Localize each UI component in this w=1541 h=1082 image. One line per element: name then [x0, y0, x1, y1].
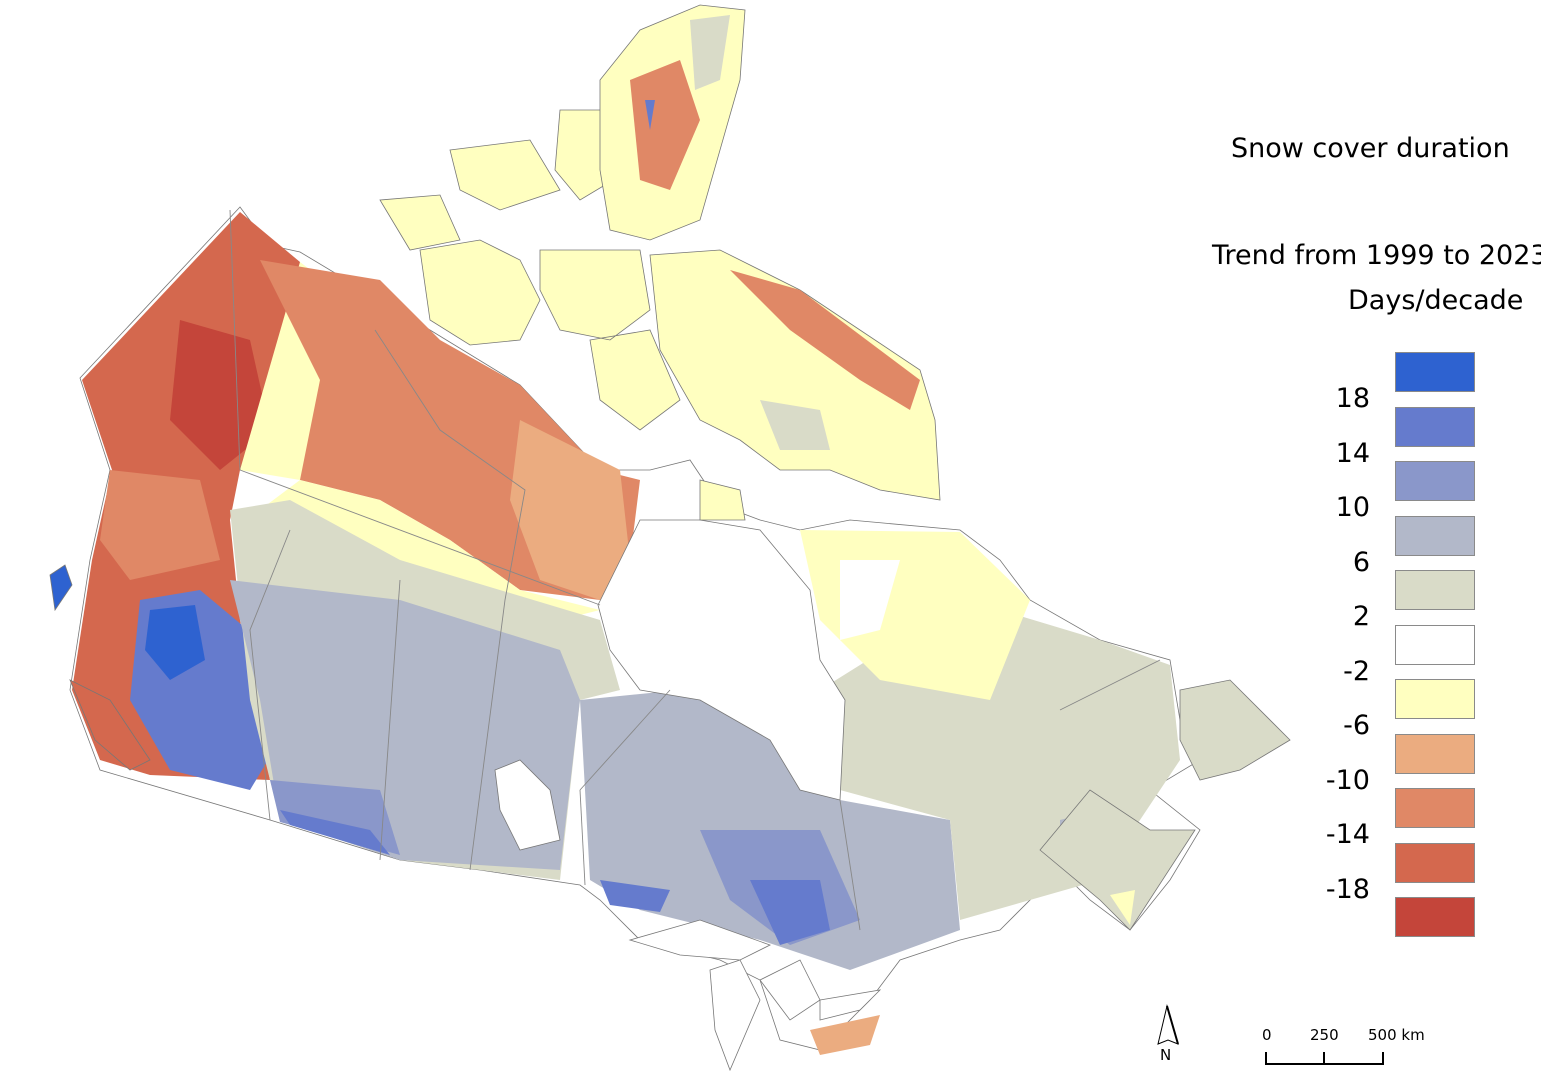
legend-break-label: -6 [1343, 710, 1370, 741]
legend-swatch [1395, 570, 1475, 610]
legend-swatch [1395, 788, 1475, 828]
legend-break-label: -18 [1325, 873, 1370, 905]
baffin-island [649, 249, 941, 501]
legend-break-label: 18 [1335, 383, 1370, 414]
scale-label-0: 0 [1262, 1026, 1272, 1044]
legend-swatch [1395, 733, 1475, 774]
legend-break-label: -2 [1343, 655, 1370, 687]
north-arrow-icon [1157, 1004, 1179, 1045]
legend-swatch [1395, 897, 1475, 937]
legend-swatch [1395, 624, 1475, 665]
legend-break-label: -10 [1325, 764, 1370, 796]
legend-swatch [1395, 352, 1475, 392]
legend-break-label: -14 [1325, 819, 1370, 850]
legend-subtitle: Trend from 1999 to 2023 [1212, 240, 1541, 271]
great-lakes [628, 919, 882, 1072]
legend-break-label: 14 [1335, 437, 1370, 469]
legend-break-label: 2 [1352, 601, 1370, 632]
legend-swatch [1395, 679, 1475, 719]
scale-bar [1265, 1052, 1384, 1065]
scale-label-250: 250 [1310, 1026, 1339, 1044]
legend-unit: Days/decade [1348, 285, 1524, 316]
legend-break-label: 10 [1335, 492, 1370, 523]
legend-swatch [1395, 406, 1475, 447]
legend-swatch [1395, 515, 1475, 556]
provincial-borders [229, 209, 1161, 931]
legend-swatch [1395, 842, 1475, 883]
legend-swatch [1395, 461, 1475, 501]
scale-label-500: 500 km [1368, 1026, 1425, 1044]
hudson-bay [597, 519, 846, 801]
legend-title: Snow cover duration [1231, 133, 1510, 164]
maritimes [1039, 789, 1196, 931]
newfoundland [1179, 679, 1291, 781]
legend-break-label: 6 [1352, 546, 1370, 578]
north-arrow-label: N [1160, 1046, 1172, 1064]
